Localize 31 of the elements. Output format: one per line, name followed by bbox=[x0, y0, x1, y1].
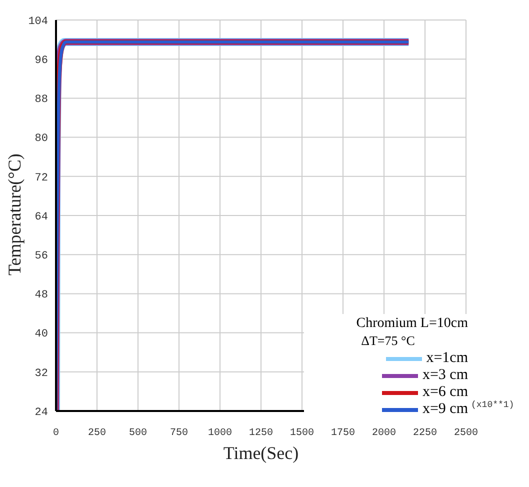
y-tick-label: 40 bbox=[34, 328, 48, 341]
y-tick-label: 72 bbox=[34, 172, 48, 184]
y-tick-label: 96 bbox=[34, 55, 48, 68]
x-tick-label: 2250 bbox=[412, 428, 438, 439]
y-tick-label: 48 bbox=[34, 290, 48, 302]
legend-label: x=6 cm bbox=[422, 384, 468, 401]
y-tick-label: 64 bbox=[34, 211, 48, 224]
x-tick-label: 0 bbox=[52, 428, 60, 439]
x-tick-label: 1250 bbox=[248, 428, 274, 439]
x-tick-label: 250 bbox=[88, 428, 106, 439]
y-tick-label: 80 bbox=[34, 133, 48, 146]
x-tick-label: 1000 bbox=[208, 428, 232, 439]
x-tick-label: 1750 bbox=[330, 428, 356, 439]
x-tick-label: 750 bbox=[170, 428, 188, 439]
legend-label: x=3 cm bbox=[422, 367, 468, 384]
legend-label: x=1cm bbox=[426, 350, 468, 367]
x-tick-label: 500 bbox=[128, 428, 148, 439]
legend-title: Chromium L=10cm bbox=[355, 316, 468, 332]
y-tick-label: 56 bbox=[34, 250, 48, 263]
y-tick-label: 24 bbox=[34, 406, 48, 419]
x-axis-title: Time(Sec) bbox=[223, 443, 299, 463]
text: (x10**1) bbox=[471, 400, 514, 410]
y-tick-label: 32 bbox=[34, 368, 48, 380]
x-tick-label: 1500 bbox=[290, 428, 314, 439]
annotation: ΔT=75 °C bbox=[360, 333, 416, 349]
y-tick-label: 88 bbox=[34, 94, 48, 106]
y-axis-title: Temperature(°C) bbox=[4, 154, 24, 276]
x-tick-label: 2000 bbox=[372, 428, 396, 439]
y-tick-label: 104 bbox=[28, 16, 48, 28]
x-tick-label: 2500 bbox=[454, 428, 478, 439]
legend-label: x=9 cm bbox=[422, 401, 468, 418]
